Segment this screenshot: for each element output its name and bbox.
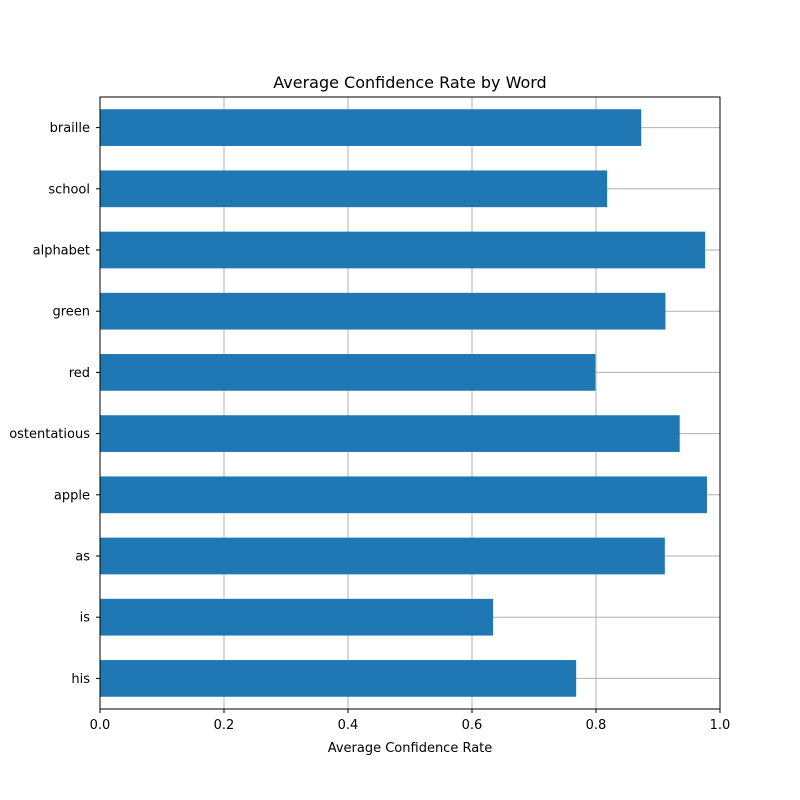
x-tick-label: 0.0 [90, 718, 111, 733]
bar-school [100, 170, 608, 208]
y-tick-label: red [69, 366, 90, 381]
chart-title: Average Confidence Rate by Word [273, 73, 546, 92]
y-tick-labels: braille school alphabet green red ostentatiou… [9, 121, 100, 687]
y-tick-label: as [75, 550, 90, 565]
x-tick-label: 1.0 [710, 718, 731, 733]
x-axis-label: Average Confidence Rate [328, 741, 493, 756]
y-tick-label: braille [50, 121, 90, 136]
bar-his [100, 660, 577, 697]
axes-frame [99, 96, 721, 710]
bar-braille [100, 109, 642, 146]
y-tick-label: is [80, 611, 91, 626]
x-tick-label: 0.6 [462, 718, 483, 733]
bar-ostentatious [100, 415, 680, 452]
y-tick-label: ostentatious [9, 427, 90, 442]
bar-alphabet [100, 231, 706, 269]
bar-as [100, 537, 665, 575]
bar-apple [100, 476, 707, 514]
y-tick-label: his [71, 672, 90, 687]
bar-red [100, 354, 596, 391]
x-tick-label: 0.8 [586, 718, 607, 733]
x-tick-label: 0.2 [214, 718, 235, 733]
x-tick-labels: 0.0 0.2 0.4 0.6 0.8 1.0 [90, 709, 731, 733]
y-tick-label: school [48, 182, 90, 197]
y-tick-label: apple [54, 488, 90, 503]
bar-is [100, 598, 494, 636]
y-tick-label: alphabet [33, 244, 90, 259]
bars [100, 109, 707, 697]
bar-green [100, 292, 666, 330]
x-tick-label: 0.4 [338, 718, 359, 733]
y-tick-label: green [52, 305, 90, 320]
